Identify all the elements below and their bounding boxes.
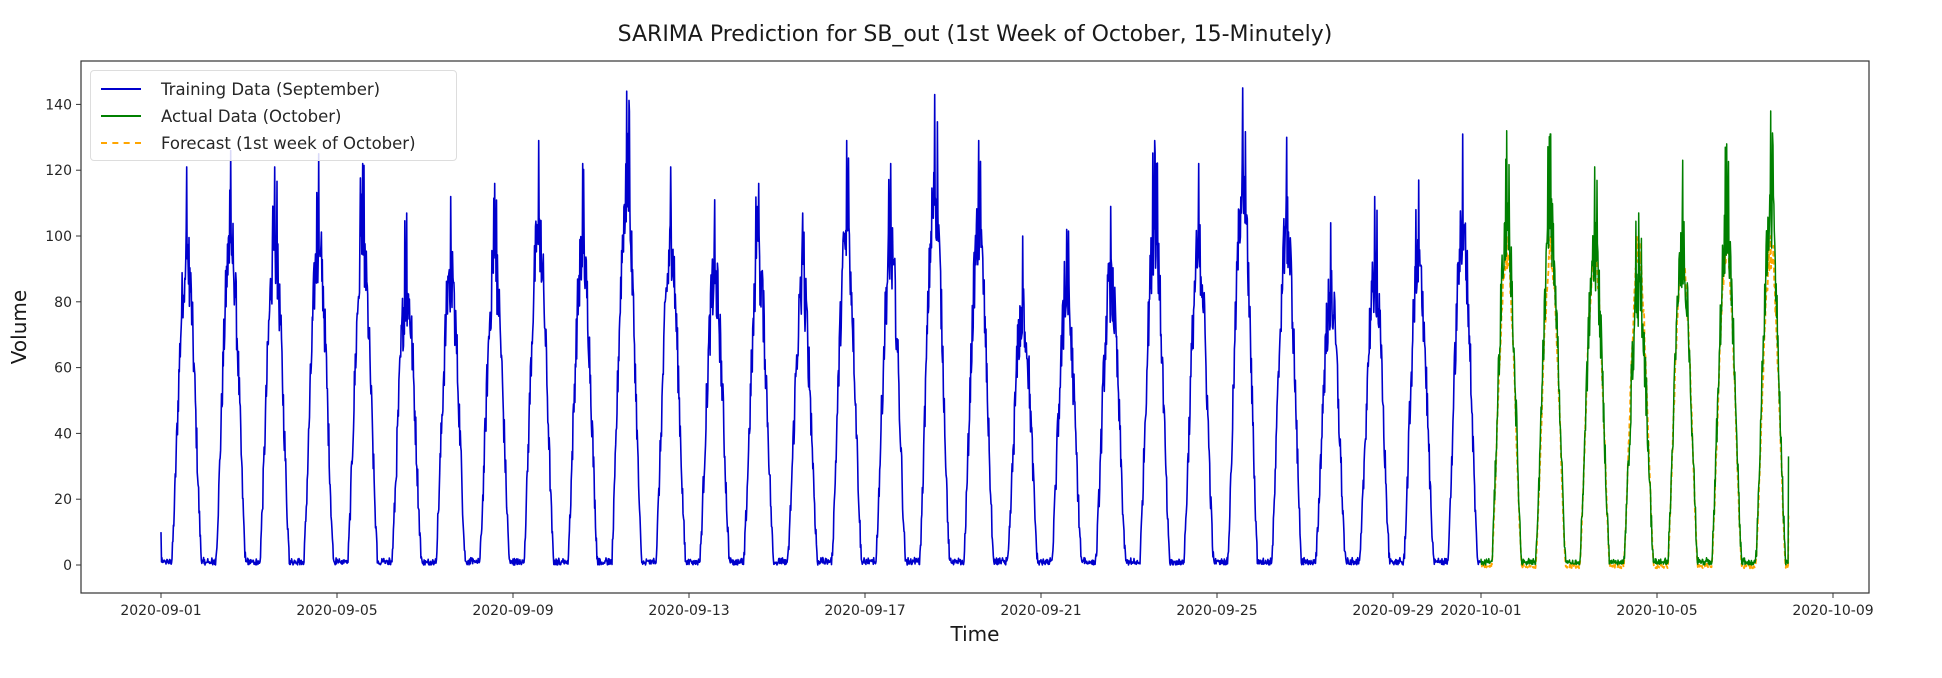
y-axis: 0 20 40 60 80 100 120 140 — [45, 97, 81, 574]
x-tick-label: 2020-09-21 — [1000, 603, 1081, 619]
series-layer — [160, 87, 1790, 570]
y-tick-label: 0 — [63, 558, 72, 574]
legend-label: Actual Data (October) — [161, 106, 342, 126]
x-tick-label: 2020-09-25 — [1176, 603, 1257, 619]
chart-title: SARIMA Prediction for SB_out (1st Week o… — [617, 22, 1333, 47]
x-tick-label: 2020-09-09 — [472, 603, 553, 619]
solid-line-icon — [101, 115, 141, 117]
legend-item-training: Training Data (September) — [91, 76, 380, 102]
y-tick-label: 120 — [45, 163, 72, 179]
x-axis: 2020-09-01 2020-09-05 2020-09-09 2020-09-13… — [120, 593, 1874, 619]
y-tick-label: 40 — [54, 426, 72, 442]
solid-line-icon — [101, 88, 141, 90]
x-tick-label: 2020-09-05 — [296, 603, 377, 619]
x-tick-label: 2020-09-13 — [648, 603, 729, 619]
y-tick-label: 80 — [54, 295, 72, 311]
y-tick-label: 100 — [45, 229, 72, 245]
legend-label: Training Data (September) — [161, 79, 381, 99]
x-tick-label: 2020-10-05 — [1616, 603, 1697, 619]
legend-item-forecast: Forecast (1st week of October) — [91, 130, 416, 156]
forecast-line — [1480, 235, 1790, 570]
y-tick-label: 140 — [45, 97, 72, 113]
x-tick-label: 2020-10-01 — [1440, 603, 1521, 619]
x-tick-label: 2020-09-17 — [824, 603, 905, 619]
x-tick-label: 2020-09-01 — [120, 603, 201, 619]
plot-frame — [80, 60, 1870, 594]
x-tick-label: 2020-10-09 — [1792, 603, 1873, 619]
actual-data-line — [1480, 110, 1790, 566]
y-axis-label: Volume — [7, 289, 31, 365]
legend-item-actual: Actual Data (October) — [91, 103, 342, 129]
dashed-line-icon — [101, 142, 141, 144]
y-tick-label: 60 — [54, 361, 72, 377]
x-tick-label: 2020-09-29 — [1352, 603, 1433, 619]
legend: Training Data (September) Actual Data (O… — [90, 70, 457, 161]
training-data-line — [160, 87, 1481, 566]
x-axis-label: Time — [950, 622, 1000, 646]
y-tick-label: 20 — [54, 492, 72, 508]
legend-label: Forecast (1st week of October) — [161, 133, 416, 153]
